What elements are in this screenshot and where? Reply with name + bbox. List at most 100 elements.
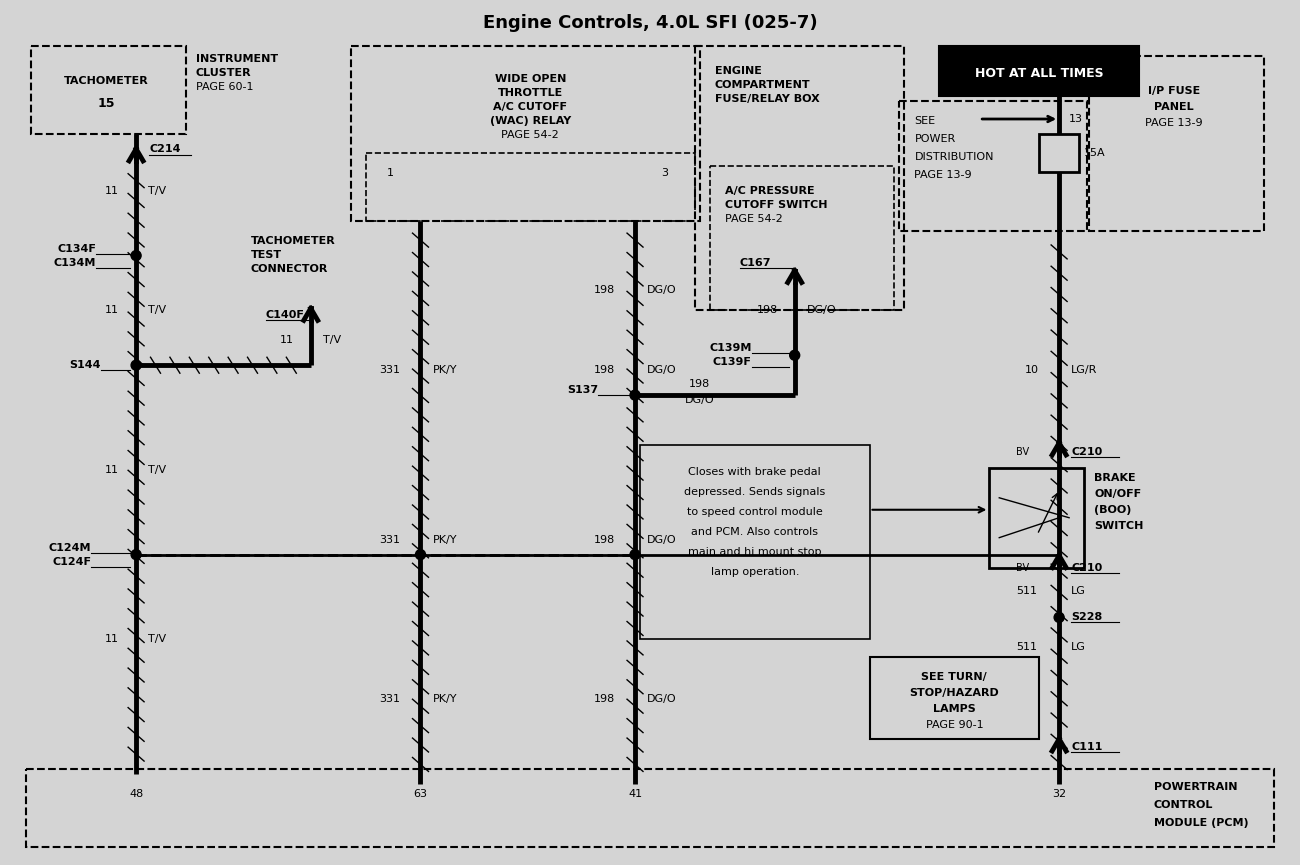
Text: 15: 15: [98, 97, 114, 110]
Text: C134F: C134F: [57, 244, 96, 253]
Text: BV: BV: [1017, 562, 1030, 573]
Text: C139F: C139F: [712, 357, 751, 368]
Text: 198: 198: [594, 694, 615, 704]
Bar: [900, 101, 1087, 231]
Text: CONTROL: CONTROL: [1154, 800, 1213, 810]
Text: I/P FUSE: I/P FUSE: [1148, 86, 1200, 96]
Circle shape: [131, 360, 142, 370]
Text: PAGE 13-9: PAGE 13-9: [914, 170, 972, 180]
Text: SEE: SEE: [914, 116, 936, 126]
Bar: [940, 46, 1139, 96]
Circle shape: [416, 549, 425, 560]
Text: POWER: POWER: [914, 134, 956, 144]
Circle shape: [131, 549, 142, 560]
Text: ENGINE: ENGINE: [715, 66, 762, 76]
Text: 198: 198: [689, 379, 711, 389]
Text: (WAC) RELAY: (WAC) RELAY: [490, 116, 571, 126]
Text: DG/O: DG/O: [647, 285, 676, 296]
Bar: [31, 46, 186, 134]
Text: PAGE 90-1: PAGE 90-1: [926, 720, 983, 730]
Text: 11: 11: [105, 305, 120, 316]
Text: A/C CUTOFF: A/C CUTOFF: [493, 102, 567, 112]
Text: DG/O: DG/O: [647, 694, 676, 704]
Text: DISTRIBUTION: DISTRIBUTION: [914, 152, 994, 162]
Text: (BOO): (BOO): [1095, 505, 1131, 515]
Circle shape: [630, 549, 640, 560]
Text: BV: BV: [1017, 447, 1030, 457]
Text: PAGE 13-9: PAGE 13-9: [1145, 118, 1202, 128]
Text: LAMPS: LAMPS: [933, 704, 976, 714]
Text: MODULE (PCM): MODULE (PCM): [1154, 817, 1248, 828]
Text: COMPARTMENT: COMPARTMENT: [715, 80, 810, 90]
Text: 331: 331: [380, 535, 400, 545]
Text: BRAKE: BRAKE: [1095, 473, 1136, 483]
Text: 331: 331: [380, 694, 400, 704]
Text: PAGE 60-1: PAGE 60-1: [196, 82, 254, 92]
Text: T/V: T/V: [148, 186, 166, 195]
Text: TACHOMETER: TACHOMETER: [251, 235, 335, 246]
Text: 15A: 15A: [1084, 148, 1106, 158]
Text: T/V: T/V: [322, 336, 341, 345]
Text: CLUSTER: CLUSTER: [196, 68, 252, 78]
Bar: [989, 468, 1084, 567]
Bar: [26, 769, 1274, 847]
Text: LG: LG: [1071, 586, 1086, 597]
Text: 3: 3: [662, 168, 668, 178]
Text: 511: 511: [1017, 643, 1037, 652]
Text: Engine Controls, 4.0L SFI (025-7): Engine Controls, 4.0L SFI (025-7): [482, 15, 818, 32]
Text: DG/O: DG/O: [647, 535, 676, 545]
Text: 511: 511: [1017, 586, 1037, 597]
Text: 32: 32: [1052, 789, 1066, 799]
Bar: [696, 46, 905, 311]
Text: C124M: C124M: [48, 542, 91, 553]
Text: CUTOFF SWITCH: CUTOFF SWITCH: [725, 200, 827, 209]
Bar: [710, 166, 894, 311]
Text: SWITCH: SWITCH: [1095, 521, 1144, 531]
Text: 11: 11: [105, 634, 120, 644]
Text: DG/O: DG/O: [685, 395, 715, 405]
Text: to speed control module: to speed control module: [686, 507, 823, 516]
Text: 11: 11: [105, 465, 120, 475]
Text: C134M: C134M: [53, 258, 96, 267]
Text: PAGE 54-2: PAGE 54-2: [502, 130, 559, 140]
Text: C139M: C139M: [710, 343, 751, 353]
Text: 198: 198: [594, 535, 615, 545]
Text: FUSE/RELAY BOX: FUSE/RELAY BOX: [715, 94, 819, 104]
Text: SEE TURN/: SEE TURN/: [922, 672, 987, 682]
Text: PANEL: PANEL: [1154, 102, 1193, 112]
Bar: [365, 153, 696, 221]
Text: DG/O: DG/O: [807, 305, 836, 316]
Text: and PCM. Also controls: and PCM. Also controls: [692, 527, 818, 536]
Text: CONNECTOR: CONNECTOR: [251, 264, 328, 273]
Text: 13: 13: [1069, 114, 1083, 124]
Text: S137: S137: [567, 385, 598, 395]
Text: S228: S228: [1071, 612, 1102, 623]
Text: POWERTRAIN: POWERTRAIN: [1154, 782, 1238, 791]
Text: C140F: C140F: [265, 311, 304, 320]
Text: Closes with brake pedal: Closes with brake pedal: [689, 467, 822, 477]
Text: WIDE OPEN: WIDE OPEN: [494, 74, 566, 84]
Text: 48: 48: [129, 789, 143, 799]
Text: ON/OFF: ON/OFF: [1095, 489, 1141, 499]
Text: 63: 63: [413, 789, 428, 799]
Circle shape: [1054, 612, 1065, 623]
Text: PAGE 54-2: PAGE 54-2: [725, 214, 783, 224]
Text: T/V: T/V: [148, 305, 166, 316]
Circle shape: [630, 390, 640, 400]
Text: lamp operation.: lamp operation.: [711, 567, 800, 577]
Bar: [870, 657, 1039, 739]
Bar: [351, 46, 699, 221]
Text: HOT AT ALL TIMES: HOT AT ALL TIMES: [975, 67, 1104, 80]
Bar: [640, 445, 870, 639]
Text: PK/Y: PK/Y: [433, 535, 458, 545]
Text: 1: 1: [387, 168, 394, 178]
Bar: [1039, 134, 1079, 172]
Text: PK/Y: PK/Y: [433, 365, 458, 375]
Text: STOP/HAZARD: STOP/HAZARD: [910, 689, 1000, 698]
Text: C210: C210: [1071, 447, 1102, 457]
Text: 11: 11: [105, 186, 120, 195]
Circle shape: [131, 251, 142, 260]
Text: THROTTLE: THROTTLE: [498, 88, 563, 98]
Text: TACHOMETER: TACHOMETER: [64, 76, 148, 86]
Text: main and hi mount stop: main and hi mount stop: [688, 547, 822, 556]
